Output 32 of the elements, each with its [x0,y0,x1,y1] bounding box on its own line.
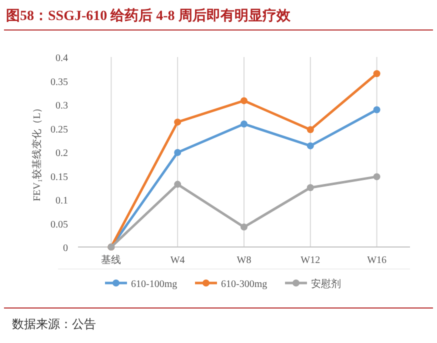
legend-label: 610-100mg [131,279,178,290]
y-axis-title: FEV₁较基线变化（L） [31,102,43,202]
y-tick-label: 0.05 [50,219,68,230]
y-tick-label: 0.4 [56,53,68,64]
point [240,120,248,128]
point [174,148,182,156]
y-tick-label: 0.2 [56,148,68,159]
x-tick-label: W8 [236,255,252,266]
y-tick-label: 0.3 [56,100,68,112]
point [306,184,314,192]
point [373,173,380,180]
chart-title: 图58：SSGJ-610 给药后 4-8 周后即有明显疗效 [6,7,292,24]
legend-label: 610-300mg [221,279,268,290]
point [240,224,248,231]
x-tick-label: W4 [170,255,185,266]
legend-label: 安慰剂 [311,278,341,290]
y-tick-label: 0.35 [50,76,68,88]
point [373,70,380,78]
point [306,126,314,134]
y-tick-label: 0.25 [50,124,68,136]
x-tick-label: 基线 [101,254,122,266]
x-tick-label: W12 [300,255,320,266]
x-tick-label: W16 [367,255,387,266]
y-tick-label: 0.15 [50,172,68,183]
point [373,106,380,114]
point [306,142,314,150]
y-tick-label: 0 [63,243,68,254]
point [174,180,182,188]
source-note: 数据来源：公告 [12,317,96,331]
point [174,118,182,126]
y-tick-label: 0.1 [56,196,68,206]
point [240,97,248,104]
